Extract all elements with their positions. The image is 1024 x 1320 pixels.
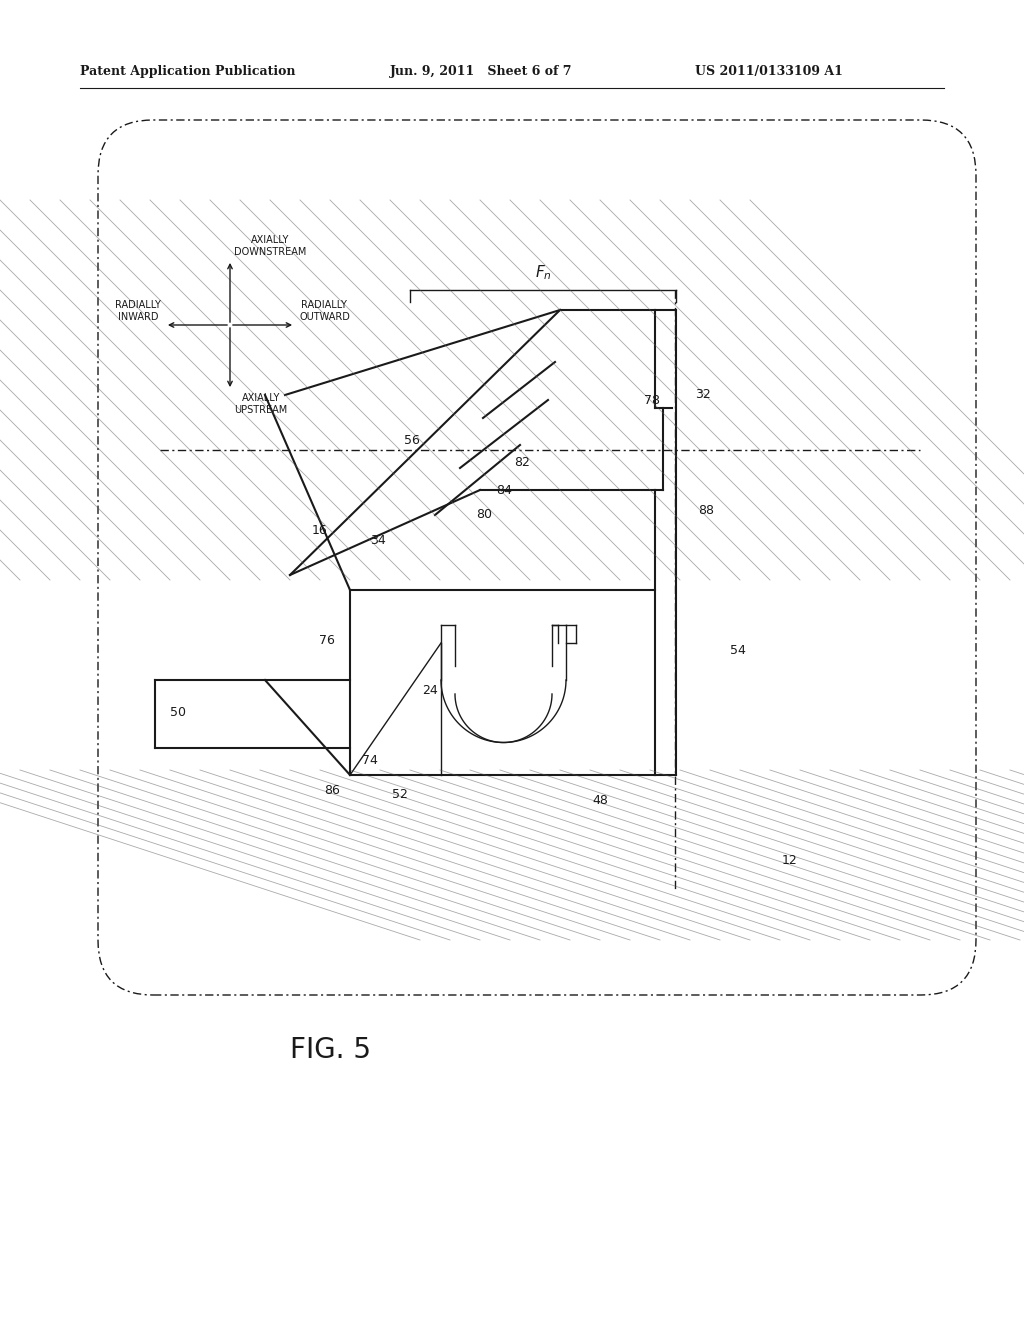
- Text: 78: 78: [644, 393, 660, 407]
- Text: 80: 80: [476, 508, 492, 521]
- Text: US 2011/0133109 A1: US 2011/0133109 A1: [695, 66, 843, 78]
- Text: AXIALLY
UPSTREAM: AXIALLY UPSTREAM: [234, 393, 288, 414]
- Text: RADIALLY
INWARD: RADIALLY INWARD: [115, 301, 161, 322]
- Text: 84: 84: [496, 483, 512, 496]
- Text: 76: 76: [319, 634, 335, 647]
- Text: 48: 48: [592, 793, 608, 807]
- Text: 88: 88: [698, 503, 714, 516]
- Text: 34: 34: [370, 533, 386, 546]
- Text: 52: 52: [392, 788, 408, 801]
- Text: FIG. 5: FIG. 5: [290, 1036, 371, 1064]
- Text: 50: 50: [170, 706, 186, 719]
- Text: AXIALLY
DOWNSTREAM: AXIALLY DOWNSTREAM: [234, 235, 306, 257]
- Text: Patent Application Publication: Patent Application Publication: [80, 66, 296, 78]
- Text: 82: 82: [514, 455, 530, 469]
- Text: $F_n$: $F_n$: [535, 263, 551, 282]
- Text: 74: 74: [362, 754, 378, 767]
- Text: RADIALLY
OUTWARD: RADIALLY OUTWARD: [299, 301, 350, 322]
- Text: 86: 86: [325, 784, 340, 796]
- Text: 24: 24: [422, 684, 438, 697]
- Text: 56: 56: [404, 433, 420, 446]
- Text: 12: 12: [782, 854, 798, 866]
- Text: Jun. 9, 2011   Sheet 6 of 7: Jun. 9, 2011 Sheet 6 of 7: [390, 66, 572, 78]
- Text: 16: 16: [312, 524, 328, 536]
- Text: 54: 54: [730, 644, 745, 656]
- Text: 32: 32: [695, 388, 711, 401]
